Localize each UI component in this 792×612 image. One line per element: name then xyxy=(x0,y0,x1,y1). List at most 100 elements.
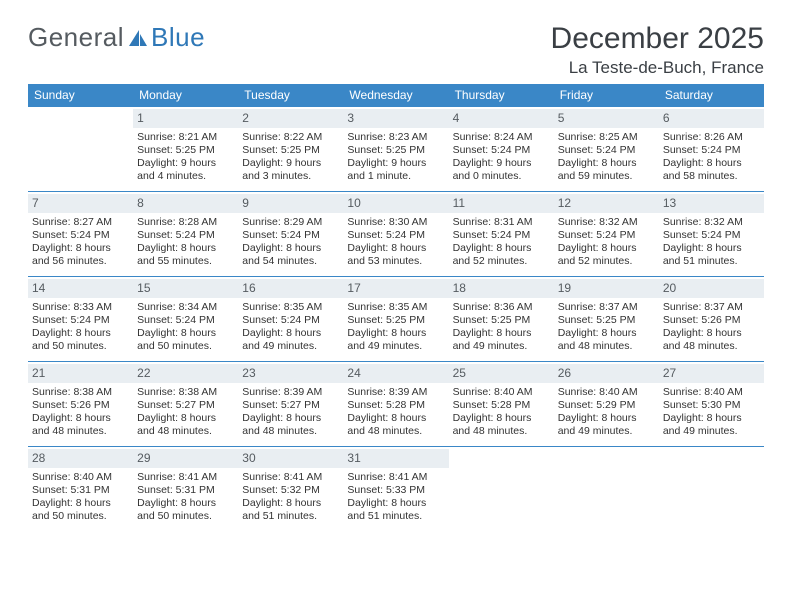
sunrise-line: Sunrise: 8:21 AM xyxy=(137,131,234,144)
day-number: 21 xyxy=(28,364,133,383)
day-cell: 23Sunrise: 8:39 AMSunset: 5:27 PMDayligh… xyxy=(238,362,343,446)
daylight-line: Daylight: 8 hours and 54 minutes. xyxy=(242,242,339,268)
week-row: 7Sunrise: 8:27 AMSunset: 5:24 PMDaylight… xyxy=(28,192,764,277)
daylight-label: Daylight: xyxy=(663,327,704,339)
daylight-line: Daylight: 9 hours and 1 minute. xyxy=(347,157,444,183)
sunrise-label: Sunrise: xyxy=(347,471,386,483)
sunset-value: 5:25 PM xyxy=(176,144,215,156)
daylight-line: Daylight: 8 hours and 49 minutes. xyxy=(242,327,339,353)
day-cell: 21Sunrise: 8:38 AMSunset: 5:26 PMDayligh… xyxy=(28,362,133,446)
sunset-line: Sunset: 5:27 PM xyxy=(242,399,339,412)
sunrise-line: Sunrise: 8:35 AM xyxy=(347,301,444,314)
sunset-value: 5:33 PM xyxy=(386,484,425,496)
daylight-label: Daylight: xyxy=(242,157,283,169)
daylight-line: Daylight: 8 hours and 53 minutes. xyxy=(347,242,444,268)
sunrise-line: Sunrise: 8:33 AM xyxy=(32,301,129,314)
sunrise-label: Sunrise: xyxy=(663,386,702,398)
sunrise-line: Sunrise: 8:40 AM xyxy=(32,471,129,484)
daylight-line: Daylight: 9 hours and 4 minutes. xyxy=(137,157,234,183)
sunset-value: 5:24 PM xyxy=(176,314,215,326)
sunrise-value: 8:33 AM xyxy=(73,301,112,313)
sunset-label: Sunset: xyxy=(242,229,278,241)
sunrise-label: Sunrise: xyxy=(242,301,281,313)
daylight-label: Daylight: xyxy=(663,242,704,254)
sunset-line: Sunset: 5:33 PM xyxy=(347,484,444,497)
sunrise-line: Sunrise: 8:31 AM xyxy=(453,216,550,229)
day-cell: 7Sunrise: 8:27 AMSunset: 5:24 PMDaylight… xyxy=(28,192,133,276)
sunrise-label: Sunrise: xyxy=(137,216,176,228)
day-number: 22 xyxy=(133,364,238,383)
logo-text-2: Blue xyxy=(151,22,205,53)
daylight-label: Daylight: xyxy=(137,412,178,424)
daylight-label: Daylight: xyxy=(32,497,73,509)
day-number: 2 xyxy=(238,109,343,128)
daylight-label: Daylight: xyxy=(347,242,388,254)
day-number: 11 xyxy=(449,194,554,213)
day-number: 7 xyxy=(28,194,133,213)
sunset-line: Sunset: 5:25 PM xyxy=(242,144,339,157)
sunset-label: Sunset: xyxy=(137,229,173,241)
sunset-value: 5:25 PM xyxy=(491,314,530,326)
sunrise-value: 8:32 AM xyxy=(704,216,743,228)
sunset-value: 5:28 PM xyxy=(491,399,530,411)
daylight-line: Daylight: 8 hours and 56 minutes. xyxy=(32,242,129,268)
sunset-line: Sunset: 5:31 PM xyxy=(32,484,129,497)
sunset-value: 5:31 PM xyxy=(71,484,110,496)
sunset-line: Sunset: 5:24 PM xyxy=(137,314,234,327)
sunset-line: Sunset: 5:24 PM xyxy=(242,229,339,242)
sunset-label: Sunset: xyxy=(137,144,173,156)
sunrise-line: Sunrise: 8:40 AM xyxy=(558,386,655,399)
day-number: 20 xyxy=(659,279,764,298)
day-header: Monday xyxy=(133,84,238,107)
day-cell: 14Sunrise: 8:33 AMSunset: 5:24 PMDayligh… xyxy=(28,277,133,361)
daylight-label: Daylight: xyxy=(558,157,599,169)
sunrise-line: Sunrise: 8:28 AM xyxy=(137,216,234,229)
sunset-line: Sunset: 5:25 PM xyxy=(347,144,444,157)
sunrise-value: 8:35 AM xyxy=(389,301,428,313)
day-cell: 20 Sunrise: 8:37 AMSunset: 5:26 PMDayligh… xyxy=(659,277,764,361)
daylight-label: Daylight: xyxy=(558,242,599,254)
sunrise-line: Sunrise: 8:36 AM xyxy=(453,301,550,314)
daylight-line: Daylight: 8 hours and 49 minutes. xyxy=(347,327,444,353)
sunrise-value: 8:37 AM xyxy=(704,301,743,313)
sunrise-label: Sunrise: xyxy=(32,216,71,228)
sunrise-line: Sunrise: 8:37 AM xyxy=(663,301,760,314)
daylight-line: Daylight: 8 hours and 48 minutes. xyxy=(32,412,129,438)
sunrise-value: 8:35 AM xyxy=(284,301,323,313)
sunrise-label: Sunrise: xyxy=(137,301,176,313)
sunrise-value: 8:26 AM xyxy=(704,131,743,143)
sunrise-line: Sunrise: 8:29 AM xyxy=(242,216,339,229)
sunrise-label: Sunrise: xyxy=(347,301,386,313)
sunset-label: Sunset: xyxy=(137,484,173,496)
sunset-line: Sunset: 5:26 PM xyxy=(663,314,760,327)
daylight-line: Daylight: 8 hours and 50 minutes. xyxy=(137,327,234,353)
day-number: 16 xyxy=(238,279,343,298)
sunrise-value: 8:40 AM xyxy=(704,386,743,398)
sunrise-line: Sunrise: 8:41 AM xyxy=(242,471,339,484)
day-cell: 11Sunrise: 8:31 AMSunset: 5:24 PMDayligh… xyxy=(449,192,554,276)
day-cell: 15Sunrise: 8:34 AMSunset: 5:24 PMDayligh… xyxy=(133,277,238,361)
sunset-label: Sunset: xyxy=(453,229,489,241)
sunrise-line: Sunrise: 8:39 AM xyxy=(347,386,444,399)
sunrise-label: Sunrise: xyxy=(32,301,71,313)
sunset-value: 5:31 PM xyxy=(176,484,215,496)
day-cell: 5Sunrise: 8:25 AMSunset: 5:24 PMDaylight… xyxy=(554,107,659,191)
sunset-value: 5:24 PM xyxy=(281,314,320,326)
sunset-line: Sunset: 5:25 PM xyxy=(137,144,234,157)
sunset-value: 5:27 PM xyxy=(281,399,320,411)
sunset-label: Sunset: xyxy=(347,229,383,241)
sunrise-label: Sunrise: xyxy=(347,216,386,228)
day-number: 29 xyxy=(133,449,238,468)
day-number: 23 xyxy=(238,364,343,383)
sunrise-label: Sunrise: xyxy=(32,471,71,483)
sunrise-value: 8:41 AM xyxy=(179,471,218,483)
sunrise-value: 8:40 AM xyxy=(73,471,112,483)
title-block: December 2025 La Teste-de-Buch, France xyxy=(551,22,764,78)
sunrise-label: Sunrise: xyxy=(453,386,492,398)
daylight-label: Daylight: xyxy=(242,412,283,424)
day-header: Friday xyxy=(554,84,659,107)
sunset-label: Sunset: xyxy=(347,144,383,156)
sunset-value: 5:24 PM xyxy=(386,229,425,241)
day-cell: 28Sunrise: 8:40 AMSunset: 5:31 PMDayligh… xyxy=(28,447,133,531)
daylight-line: Daylight: 8 hours and 50 minutes. xyxy=(137,497,234,523)
